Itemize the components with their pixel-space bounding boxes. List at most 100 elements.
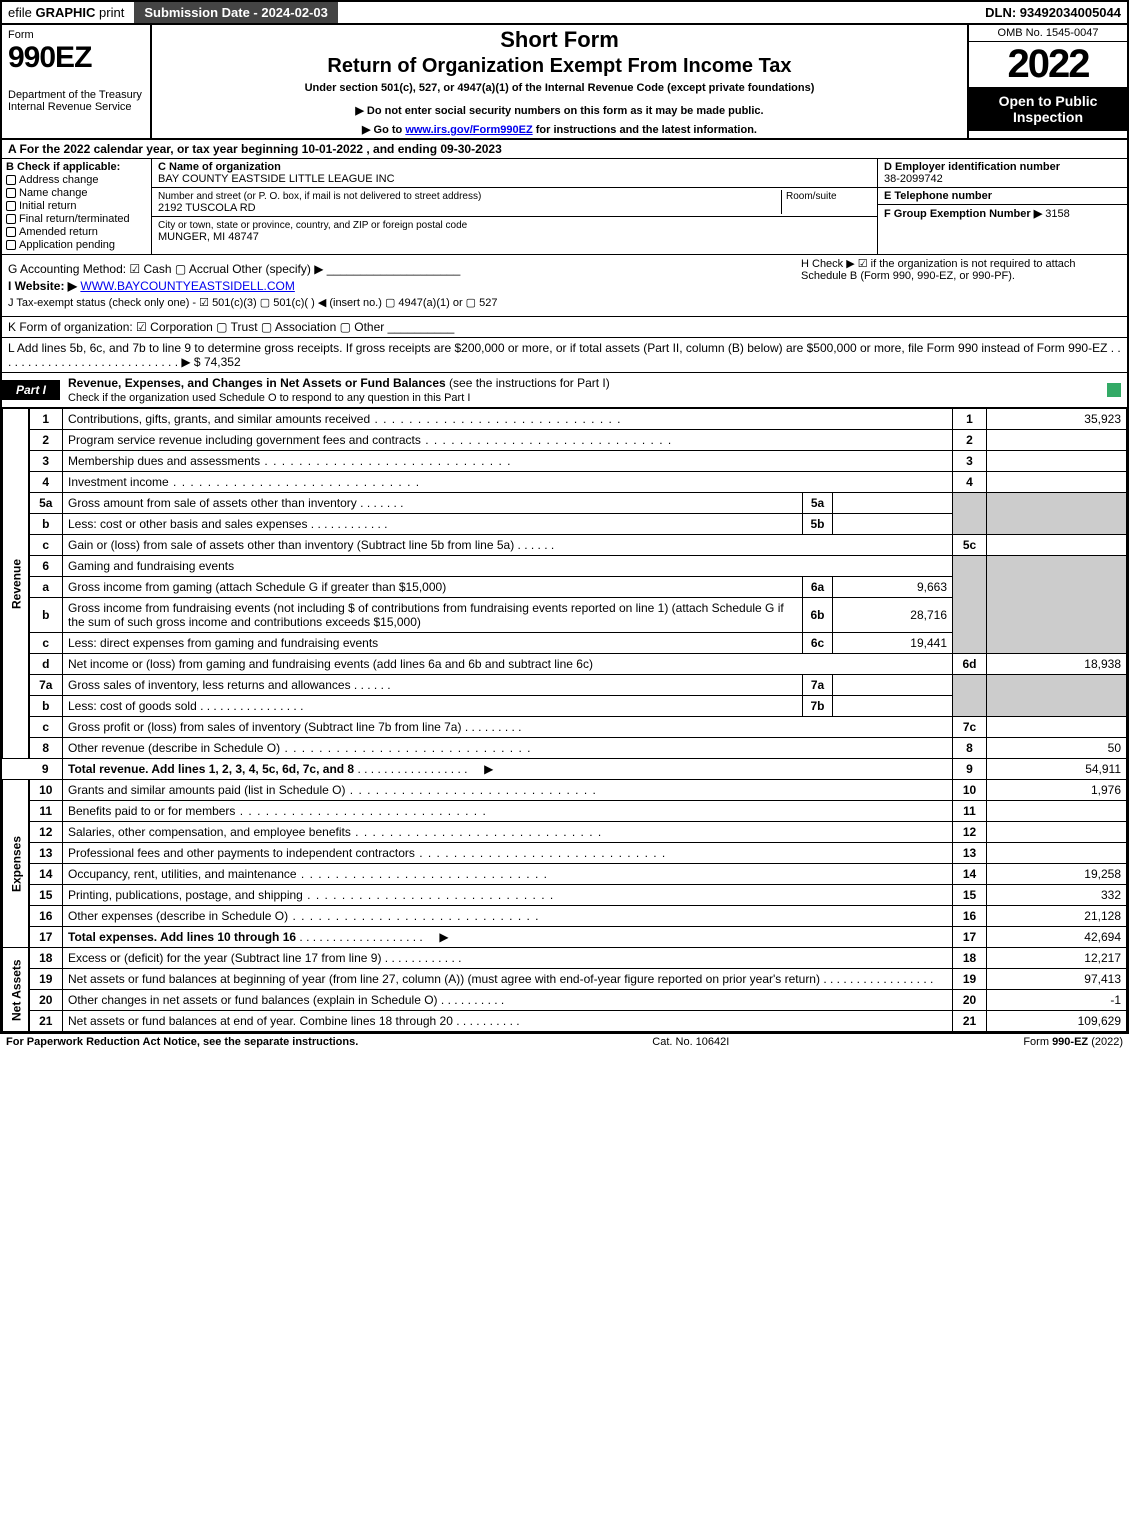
ln3-desc: Membership dues and assessments: [63, 451, 953, 472]
ln1-rnum: 1: [953, 409, 987, 430]
ein-value: 38-2099742: [884, 173, 943, 185]
section-ghij: H Check ▶ ☑ if the organization is not r…: [2, 255, 1127, 317]
row-a-period: A For the 2022 calendar year, or tax yea…: [2, 140, 1127, 159]
efile-label: efile GRAPHIC print: [2, 3, 130, 22]
efile-prefix: efile: [8, 5, 35, 20]
ln15-num: 15: [29, 885, 63, 906]
city-value: MUNGER, MI 48747: [158, 231, 259, 243]
street-block: Number and street (or P. O. box, if mail…: [152, 188, 877, 217]
ln19-num: 19: [29, 969, 63, 990]
h-check: H Check ▶ ☑ if the organization is not r…: [801, 257, 1121, 282]
ln6c-desc: Less: direct expenses from gaming and fu…: [63, 633, 803, 654]
ln7b-num: b: [29, 696, 63, 717]
ln15-rnum: 15: [953, 885, 987, 906]
ln21-desc: Net assets or fund balances at end of ye…: [63, 1011, 953, 1032]
ln6-desc: Gaming and fundraising events: [63, 556, 953, 577]
col-def: D Employer identification number 38-2099…: [877, 159, 1127, 254]
part-1-checkbox[interactable]: [1107, 383, 1121, 397]
ln8-rnum: 8: [953, 738, 987, 759]
city-block: City or town, state or province, country…: [152, 217, 877, 245]
open-inspection: Open to Public Inspection: [969, 87, 1127, 131]
ln9-desc: Total revenue. Add lines 1, 2, 3, 4, 5c,…: [63, 759, 953, 780]
ln6c-iv: 19,441: [833, 633, 953, 654]
ln20-num: 20: [29, 990, 63, 1011]
ln7b-in: 7b: [803, 696, 833, 717]
ln5b-num: b: [29, 514, 63, 535]
ln17-rval: 42,694: [987, 927, 1127, 948]
form-word: Form: [8, 29, 144, 41]
ln12-rval: [987, 822, 1127, 843]
ln6b-iv: 28,716: [833, 598, 953, 633]
org-name-value: BAY COUNTY EASTSIDE LITTLE LEAGUE INC: [158, 173, 395, 185]
chk-name-change[interactable]: Name change: [6, 187, 147, 199]
chk-amended[interactable]: Amended return: [6, 226, 147, 238]
ln3-rval: [987, 451, 1127, 472]
group-block: F Group Exemption Number ▶ 3158: [878, 205, 1127, 254]
top-bar: efile GRAPHIC print Submission Date - 20…: [2, 2, 1127, 25]
ln11-num: 11: [29, 801, 63, 822]
ln7c-desc: Gross profit or (loss) from sales of inv…: [63, 717, 953, 738]
main-title: Return of Organization Exempt From Incom…: [160, 55, 959, 78]
street-value: 2192 TUSCOLA RD: [158, 202, 256, 214]
ln9-num: 9: [29, 759, 63, 780]
ein-block: D Employer identification number 38-2099…: [878, 159, 1127, 188]
ln6a-in: 6a: [803, 577, 833, 598]
ln9-rval: 54,911: [987, 759, 1127, 780]
header-bullets: ▶ Do not enter social security numbers o…: [160, 104, 959, 136]
ln13-desc: Professional fees and other payments to …: [63, 843, 953, 864]
lines-table: Revenue 1 Contributions, gifts, grants, …: [2, 408, 1127, 1032]
ln21-rnum: 21: [953, 1011, 987, 1032]
ln7c-num: c: [29, 717, 63, 738]
side-revenue: Revenue: [3, 409, 29, 759]
ln14-rnum: 14: [953, 864, 987, 885]
phone-block: E Telephone number: [878, 188, 1127, 205]
part-1-text: Revenue, Expenses, and Changes in Net As…: [68, 373, 1107, 407]
dln: DLN: 93492034005044: [979, 3, 1127, 22]
ln1-num: 1: [29, 409, 63, 430]
chk-address-change[interactable]: Address change: [6, 174, 147, 186]
irs-link[interactable]: www.irs.gov/Form990EZ: [405, 124, 532, 136]
form-number: 990EZ: [8, 41, 144, 75]
ln6b-desc: Gross income from fundraising events (no…: [63, 598, 803, 633]
chk-pending[interactable]: Application pending: [6, 239, 147, 251]
part-1-header: Part I Revenue, Expenses, and Changes in…: [2, 373, 1127, 408]
ln7c-rnum: 7c: [953, 717, 987, 738]
ln12-rnum: 12: [953, 822, 987, 843]
footer-left: For Paperwork Reduction Act Notice, see …: [6, 1036, 358, 1048]
group-label: F Group Exemption Number ▶: [884, 208, 1045, 220]
ln2-rval: [987, 430, 1127, 451]
ln5a-desc: Gross amount from sale of assets other t…: [63, 493, 803, 514]
part-1-tag: Part I: [2, 380, 60, 400]
ln3-num: 3: [29, 451, 63, 472]
ln5b-in: 5b: [803, 514, 833, 535]
chk-initial-return[interactable]: Initial return: [6, 200, 147, 212]
ln6b-num: b: [29, 598, 63, 633]
footer-mid: Cat. No. 10642I: [358, 1036, 1023, 1048]
ln1-desc: Contributions, gifts, grants, and simila…: [63, 409, 953, 430]
ln15-desc: Printing, publications, postage, and shi…: [63, 885, 953, 906]
ln13-rnum: 13: [953, 843, 987, 864]
ln5c-desc: Gain or (loss) from sale of assets other…: [63, 535, 953, 556]
ln7a-in: 7a: [803, 675, 833, 696]
ln18-num: 18: [29, 948, 63, 969]
ln8-desc: Other revenue (describe in Schedule O): [63, 738, 953, 759]
ln16-desc: Other expenses (describe in Schedule O): [63, 906, 953, 927]
ln10-rnum: 10: [953, 780, 987, 801]
chk-final-return[interactable]: Final return/terminated: [6, 213, 147, 225]
ln2-num: 2: [29, 430, 63, 451]
header-right: OMB No. 1545-0047 2022 Open to Public In…: [967, 25, 1127, 138]
ln6d-desc: Net income or (loss) from gaming and fun…: [63, 654, 953, 675]
website-link[interactable]: WWW.BAYCOUNTYEASTSIDELL.COM: [80, 279, 294, 293]
ln8-rval: 50: [987, 738, 1127, 759]
ln6d-rnum: 6d: [953, 654, 987, 675]
under-section: Under section 501(c), 527, or 4947(a)(1)…: [160, 82, 959, 94]
ln6b-in: 6b: [803, 598, 833, 633]
ln11-rval: [987, 801, 1127, 822]
efile-print: print: [95, 5, 124, 20]
ln7-shade: [953, 675, 987, 717]
col-b-header: B Check if applicable:: [6, 161, 147, 173]
tax-year: 2022: [969, 42, 1127, 87]
ln8-num: 8: [29, 738, 63, 759]
submission-date: Submission Date - 2024-02-03: [134, 2, 338, 23]
ln7c-rval: [987, 717, 1127, 738]
